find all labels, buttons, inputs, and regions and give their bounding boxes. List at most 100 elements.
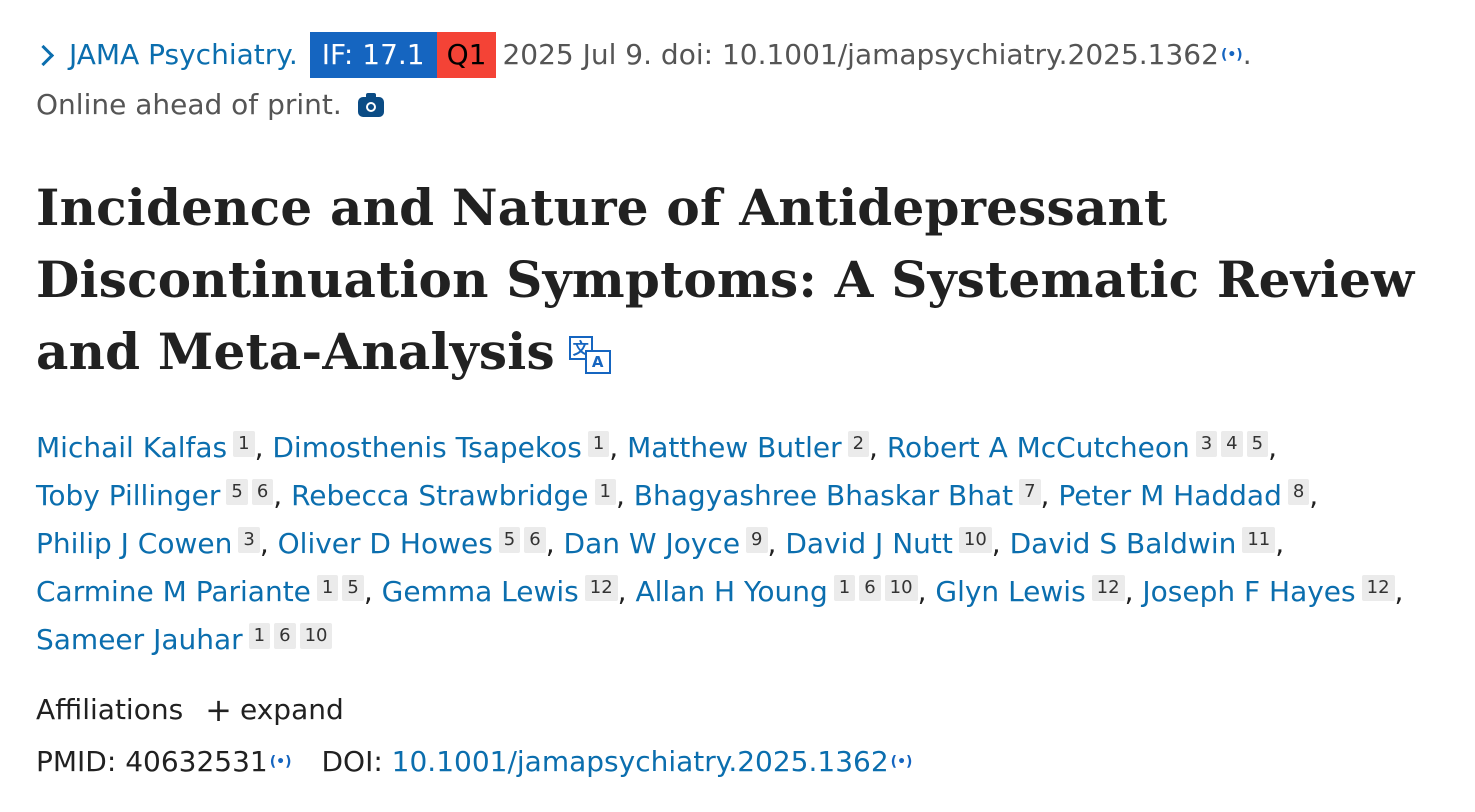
affiliations-expand-button[interactable]: expand [239, 693, 344, 726]
author-item: Toby Pillinger 5 6, [36, 479, 291, 512]
author-separator: , [617, 575, 636, 608]
author-separator: , [363, 575, 382, 608]
affiliations-row: Affiliations + expand [36, 688, 1456, 732]
author-name-link[interactable]: Oliver D Howes [277, 527, 493, 560]
journal-link[interactable]: JAMA Psychiatry. [69, 38, 298, 71]
affiliation-number[interactable]: 6 [274, 623, 296, 649]
author-name-link[interactable]: Philip J Cowen [36, 527, 233, 560]
author-item: Bhagyashree Bhaskar Bhat 7, [634, 479, 1059, 512]
citation-trailing: . [1242, 38, 1252, 71]
citation-date-doi: 2025 Jul 9. doi: 10.1001/jamapsychiatry.… [502, 38, 1219, 71]
affiliation-number[interactable]: 6 [251, 479, 274, 505]
author-name-link[interactable]: Allan H Young [635, 575, 828, 608]
author-name-link[interactable]: Bhagyashree Bhaskar Bhat [633, 479, 1014, 512]
author-name-link[interactable]: Rebecca Strawbridge [291, 479, 589, 512]
author-separator: , [615, 479, 634, 512]
affiliation-number[interactable]: 11 [1242, 527, 1276, 553]
author-item: Dimosthenis Tsapekos 1, [272, 431, 627, 464]
title-line-2: Discontinuation Symptoms: A Systematic R… [36, 250, 1415, 309]
affiliation-number[interactable]: 1 [316, 575, 339, 601]
translate-icon-glyph-left: 文 [568, 336, 593, 360]
author-item: Robert A McCutcheon 3 4 5, [887, 431, 1277, 464]
affiliation-number[interactable]: 6 [524, 527, 546, 553]
camera-icon[interactable] [357, 93, 384, 117]
affiliation-number[interactable]: 1 [233, 431, 255, 457]
affiliation-number[interactable]: 5 [226, 479, 248, 505]
author-separator: , [545, 527, 564, 560]
author-separator: , [767, 527, 786, 560]
author-item: Allan H Young 1 6 10, [635, 575, 935, 608]
author-separator: , [1275, 527, 1285, 560]
author-item: Joseph F Hayes 12, [1142, 575, 1403, 608]
author-name-link[interactable]: Dimosthenis Tsapekos [272, 431, 582, 464]
affiliation-number[interactable]: 8 [1287, 479, 1310, 505]
author-name-link[interactable]: Gemma Lewis [381, 575, 579, 608]
author-name-link[interactable]: Robert A McCutcheon [886, 431, 1190, 464]
affiliation-number[interactable]: 1 [587, 431, 610, 457]
affiliation-number[interactable]: 5 [1246, 431, 1269, 457]
quartile-badge: Q1 [436, 32, 497, 78]
affiliation-number[interactable]: 1 [594, 479, 616, 505]
author-item: David J Nutt 10, [785, 527, 1009, 560]
author-name-link[interactable]: David S Baldwin [1009, 527, 1237, 560]
author-name-link[interactable]: Michail Kalfas [36, 431, 228, 464]
radio-signal-icon[interactable]: (•) [1220, 47, 1243, 63]
title-line-1: Incidence and Nature of Antidepressant [36, 178, 1168, 237]
author-name-link[interactable]: Carmine M Pariante [36, 575, 311, 608]
author-name-link[interactable]: Matthew Butler [627, 431, 842, 464]
affiliation-number[interactable]: 12 [584, 575, 618, 601]
author-item: Carmine M Pariante 1 5, [36, 575, 382, 608]
author-name-link[interactable]: David J Nutt [785, 527, 953, 560]
author-separator: , [1124, 575, 1143, 608]
doi-link[interactable]: 10.1001/jamapsychiatry.2025.1362 [391, 745, 889, 778]
affiliation-number[interactable]: 9 [746, 527, 768, 553]
impact-factor-badge: IF: 17.1 [309, 32, 437, 78]
author-name-link[interactable]: Toby Pillinger [36, 479, 221, 512]
author-separator: , [609, 431, 628, 464]
affiliation-number[interactable]: 1 [833, 575, 856, 601]
affiliation-number[interactable]: 6 [859, 575, 881, 601]
translate-icon-glyph-right: A [584, 350, 611, 374]
author-item: Michail Kalfas 1, [36, 431, 272, 464]
author-item: Peter M Haddad 8, [1058, 479, 1318, 512]
author-list: Michail Kalfas 1, Dimosthenis Tsapekos 1, … [36, 424, 1456, 664]
affiliation-number[interactable]: 1 [248, 623, 271, 649]
affiliation-number[interactable]: 10 [884, 575, 918, 601]
affiliation-number[interactable]: 7 [1019, 479, 1041, 505]
affiliation-number[interactable]: 5 [342, 575, 364, 601]
author-separator: , [273, 479, 292, 512]
affiliation-number[interactable]: 4 [1221, 431, 1243, 457]
affiliation-number[interactable]: 3 [1195, 431, 1218, 457]
pmid-value[interactable]: 40632531 [125, 745, 268, 778]
author-separator: , [917, 575, 936, 608]
affiliation-number[interactable]: 10 [299, 623, 333, 649]
affiliation-number[interactable]: 2 [847, 431, 870, 457]
affiliation-number[interactable]: 12 [1361, 575, 1395, 601]
radio-signal-icon[interactable]: (•) [269, 754, 292, 770]
plus-icon[interactable]: + [205, 691, 232, 729]
author-name-link[interactable]: Sameer Jauhar [36, 623, 243, 656]
author-name-link[interactable]: Joseph F Hayes [1142, 575, 1356, 608]
author-name-link[interactable]: Peter M Haddad [1058, 479, 1282, 512]
affiliation-number[interactable]: 10 [958, 527, 992, 553]
title-line-3: and Meta-Analysis [36, 322, 555, 381]
author-item: David S Baldwin 11, [1009, 527, 1285, 560]
chevron-right-icon[interactable] [32, 44, 55, 66]
identifiers-row: PMID: 40632531 (•) DOI: 10.1001/jamapsych… [36, 740, 1456, 784]
author-separator: , [254, 431, 273, 464]
author-item: Matthew Butler 2, [627, 431, 887, 464]
author-separator: , [869, 431, 887, 464]
article-header: JAMA Psychiatry. IF: 17.1 Q1 2025 Jul 9.… [32, 30, 1456, 784]
author-item: Philip J Cowen 3, [36, 527, 278, 560]
affiliation-number[interactable]: 12 [1091, 575, 1125, 601]
author-name-link[interactable]: Glyn Lewis [935, 575, 1086, 608]
author-separator: , [1040, 479, 1059, 512]
author-separator: , [1268, 431, 1277, 464]
author-name-link[interactable]: Dan W Joyce [563, 527, 741, 560]
author-item: Dan W Joyce 9, [564, 527, 786, 560]
affiliation-number[interactable]: 5 [498, 527, 521, 553]
radio-signal-icon[interactable]: (•) [890, 754, 913, 770]
affiliation-number[interactable]: 3 [238, 527, 260, 553]
author-separator: , [991, 527, 1010, 560]
